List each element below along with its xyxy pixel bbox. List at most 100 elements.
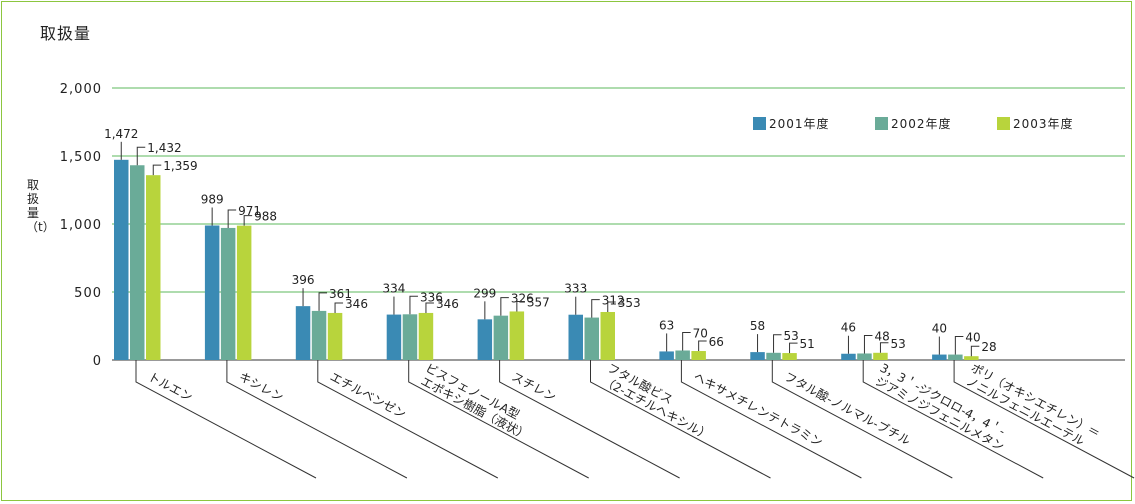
data-label-leader [334, 302, 344, 313]
bar [386, 314, 402, 360]
data-label: 53 [890, 337, 905, 351]
category-leader [680, 360, 862, 479]
data-label: 361 [329, 287, 352, 301]
category-leader [953, 360, 1135, 479]
bar [964, 356, 979, 360]
data-label: 1,432 [147, 141, 181, 155]
data-label: 28 [981, 340, 996, 354]
data-label-leader [425, 302, 434, 313]
bar [130, 165, 145, 360]
data-label-leader [152, 164, 162, 176]
data-label-leader [500, 297, 509, 316]
data-label: 988 [254, 210, 277, 224]
y-tick-label: 0 [93, 354, 102, 369]
chart-title: 取扱量 [40, 24, 92, 43]
data-label-leader [243, 215, 253, 226]
bar [691, 351, 706, 360]
category-label-line: エチルベンゼン [328, 370, 409, 422]
bar [236, 225, 252, 360]
data-label: 66 [709, 335, 724, 349]
category-leader [408, 360, 589, 479]
bar [600, 311, 615, 360]
bar [311, 310, 327, 360]
bar [766, 352, 781, 360]
bar [857, 353, 872, 360]
category-leader [771, 360, 953, 479]
data-label-leader [682, 331, 691, 351]
y-tick-label: 2,000 [60, 82, 102, 97]
data-label: 336 [420, 290, 443, 304]
legend-swatch [875, 117, 888, 130]
data-label: 40 [932, 322, 947, 336]
data-label: 971 [238, 204, 261, 218]
data-label: 58 [750, 319, 765, 333]
data-label: 63 [659, 318, 674, 332]
category-leader [499, 360, 680, 479]
category-label-line: トルエン [146, 370, 195, 405]
bar [873, 352, 888, 360]
bar [114, 159, 129, 360]
category-leader [862, 360, 1044, 479]
category-leader [317, 360, 499, 479]
bar [509, 311, 525, 360]
data-label: 353 [618, 296, 641, 310]
data-label: 396 [292, 273, 315, 287]
bar [659, 351, 674, 360]
data-label-leader [591, 299, 600, 318]
bar [841, 353, 856, 360]
legend-swatch [997, 117, 1010, 130]
data-label: 989 [201, 192, 224, 206]
bar [675, 350, 690, 360]
bar [932, 354, 947, 360]
bar [146, 175, 161, 360]
bar [948, 354, 963, 360]
data-label: 40 [965, 331, 980, 345]
bar [327, 312, 343, 360]
legend-label: 2003年度 [1013, 116, 1074, 131]
legend-label: 2001年度 [769, 116, 830, 131]
data-label: 51 [800, 337, 815, 351]
data-label-leader [607, 301, 616, 312]
data-label: 346 [345, 297, 368, 311]
bar [295, 306, 311, 360]
data-label: 1,359 [163, 159, 197, 173]
bar [782, 353, 797, 360]
data-label-leader [863, 334, 873, 354]
data-label-leader [227, 209, 237, 228]
category-label: エチルベンゼン [328, 370, 409, 422]
bar [750, 352, 765, 360]
data-label-leader [516, 300, 525, 312]
bar [568, 314, 583, 360]
data-label-leader [698, 340, 707, 352]
data-label-leader [879, 342, 889, 353]
data-label-leader [136, 146, 146, 166]
bar [477, 319, 493, 360]
y-tick-label: 1,000 [60, 218, 102, 233]
category-label: スチレン [509, 370, 558, 405]
data-label: 299 [473, 286, 496, 300]
data-label-leader [789, 342, 798, 354]
legend-swatch [753, 117, 766, 130]
data-label: 70 [693, 326, 708, 340]
category-leader [226, 360, 408, 479]
data-label: 334 [382, 282, 405, 296]
data-label: 1,472 [104, 127, 138, 141]
bar [402, 314, 418, 360]
y-tick-label: 1,500 [60, 150, 102, 165]
bar [204, 225, 220, 360]
legend-label: 2002年度 [891, 116, 952, 131]
y-tick-label: 500 [74, 286, 102, 301]
category-leader [590, 360, 771, 479]
bar [220, 227, 236, 360]
data-label: 48 [874, 329, 889, 343]
category-label-line: キシレン [237, 370, 286, 405]
data-label-leader [318, 292, 328, 311]
bar [493, 315, 509, 360]
data-label-leader [773, 334, 782, 353]
category-leader [135, 360, 317, 479]
category-label: キシレン [237, 370, 286, 405]
data-label: 46 [841, 321, 856, 335]
bar [584, 317, 599, 360]
data-label-leader [409, 295, 418, 315]
